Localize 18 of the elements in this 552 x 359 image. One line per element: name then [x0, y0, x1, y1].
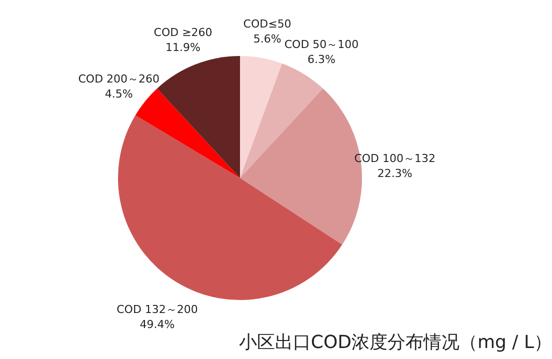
pie-slice: [157, 56, 240, 178]
slice-label: COD ≥260: [154, 26, 212, 39]
pie-slice: [135, 88, 240, 178]
slice-label: COD 200～260: [78, 72, 160, 86]
pie-slice: [118, 115, 342, 300]
slice-label: COD 132～200: [116, 303, 198, 316]
slice-label: COD 50～100: [284, 38, 359, 51]
slice-label: COD≤50: [243, 17, 292, 30]
data-label: 11.9%: [166, 40, 201, 54]
data-label: 6.3%: [308, 52, 336, 66]
pie-slice: [240, 63, 323, 178]
data-label: 5.6%: [253, 32, 282, 46]
slice-label: COD 100～132: [354, 152, 436, 165]
text: 小区出口COD浓度分布情况（mg / L）: [238, 332, 552, 354]
data-label: 4.5%: [104, 88, 133, 101]
pie-slice: [240, 56, 282, 178]
data-label: 22.3%: [377, 166, 412, 180]
data-label: 49.4%: [140, 318, 175, 332]
